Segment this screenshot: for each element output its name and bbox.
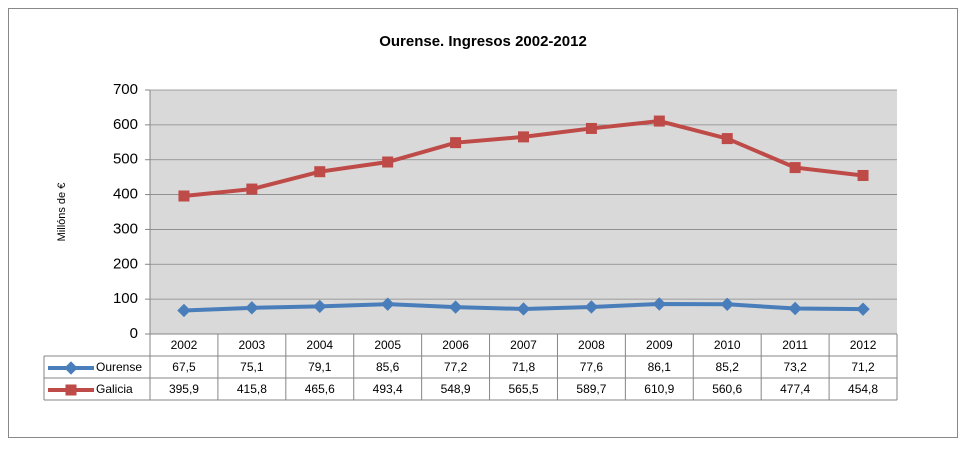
table-value: 86,1 [648, 360, 672, 374]
table-value: 85,2 [716, 360, 740, 374]
table-value: 79,1 [308, 360, 332, 374]
x-tick-label: 2012 [850, 338, 877, 352]
table-value: 395,9 [169, 382, 199, 396]
data-point [450, 137, 462, 149]
table-value: 493,4 [373, 382, 403, 396]
data-point [448, 300, 463, 314]
x-tick-label: 2009 [646, 338, 673, 352]
table-value: 77,6 [580, 360, 604, 374]
table-value: 73,2 [783, 360, 807, 374]
legend-label: Galicia [96, 382, 133, 396]
data-point [245, 301, 259, 315]
y-tick-label: 600 [113, 116, 138, 133]
table-value: 71,2 [851, 360, 875, 374]
y-tick-label: 700 [113, 81, 138, 98]
table-value: 477,4 [780, 382, 810, 396]
table-value: 454,8 [848, 382, 878, 396]
table-value: 548,9 [441, 382, 471, 396]
y-tick-label: 0 [130, 325, 138, 342]
legend-marker [64, 361, 78, 375]
plot-area [150, 90, 897, 334]
data-point [518, 131, 529, 143]
data-point [516, 302, 531, 316]
table-value: 77,2 [444, 360, 468, 374]
data-point [584, 300, 599, 314]
x-tick-label: 2004 [306, 338, 333, 352]
x-tick-label: 2010 [714, 338, 741, 352]
data-point [246, 183, 258, 195]
x-tick-label: 2011 [782, 338, 808, 352]
x-tick-label: 2006 [442, 338, 469, 352]
y-tick-label: 200 [113, 255, 138, 272]
data-point [585, 122, 597, 134]
x-tick-label: 2003 [239, 338, 266, 352]
x-tick-label: 2002 [171, 338, 198, 352]
table-value: 565,5 [508, 382, 538, 396]
data-point [178, 190, 190, 202]
data-point [857, 169, 869, 181]
y-tick-label: 500 [113, 151, 138, 168]
y-axis-label: Millóns de € [56, 183, 68, 242]
data-point [653, 115, 665, 127]
table-value: 465,6 [305, 382, 335, 396]
y-tick-label: 400 [113, 186, 138, 203]
data-point [789, 162, 801, 174]
x-tick-label: 2005 [374, 338, 401, 352]
data-point [720, 297, 734, 312]
table-value: 589,7 [576, 382, 606, 396]
data-point [788, 301, 802, 316]
data-point [652, 297, 667, 311]
data-point [380, 297, 395, 311]
chart-title: Ourense. Ingresos 2002-2012 [379, 33, 587, 50]
data-point [382, 156, 394, 168]
legend-label: Ourense [96, 360, 142, 374]
table-value: 610,9 [644, 382, 674, 396]
data-point [314, 166, 326, 178]
table-value: 560,6 [712, 382, 742, 396]
table-value: 67,5 [172, 360, 196, 374]
data-point [856, 302, 870, 316]
x-tick-label: 2007 [510, 338, 537, 352]
y-tick-label: 300 [113, 220, 138, 237]
data-point [721, 133, 733, 145]
legend-marker [65, 384, 77, 396]
table-value: 415,8 [237, 382, 267, 396]
table-value: 75,1 [240, 360, 264, 374]
data-point [313, 299, 327, 314]
table-value: 71,8 [512, 360, 536, 374]
x-tick-label: 2008 [578, 338, 605, 352]
data-point [177, 303, 191, 318]
table-value: 85,6 [376, 360, 400, 374]
y-tick-label: 100 [113, 290, 138, 307]
